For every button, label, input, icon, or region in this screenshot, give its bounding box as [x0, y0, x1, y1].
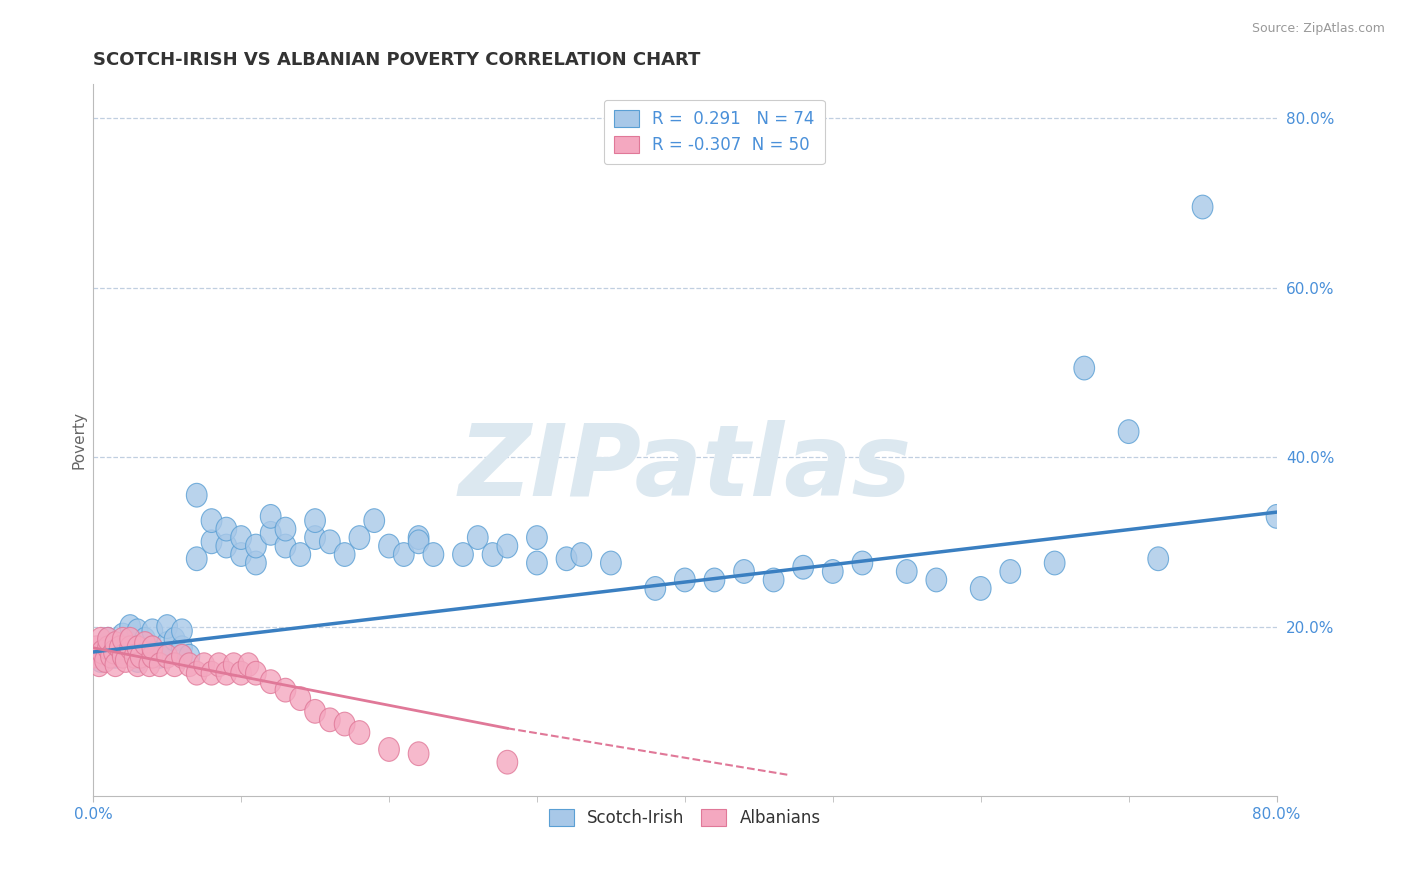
Y-axis label: Poverty: Poverty — [72, 411, 86, 469]
Text: ZIPatlas: ZIPatlas — [458, 420, 911, 517]
Text: Source: ZipAtlas.com: Source: ZipAtlas.com — [1251, 22, 1385, 36]
Legend: Scotch-Irish, Albanians: Scotch-Irish, Albanians — [543, 803, 828, 834]
Text: SCOTCH-IRISH VS ALBANIAN POVERTY CORRELATION CHART: SCOTCH-IRISH VS ALBANIAN POVERTY CORRELA… — [93, 51, 700, 69]
